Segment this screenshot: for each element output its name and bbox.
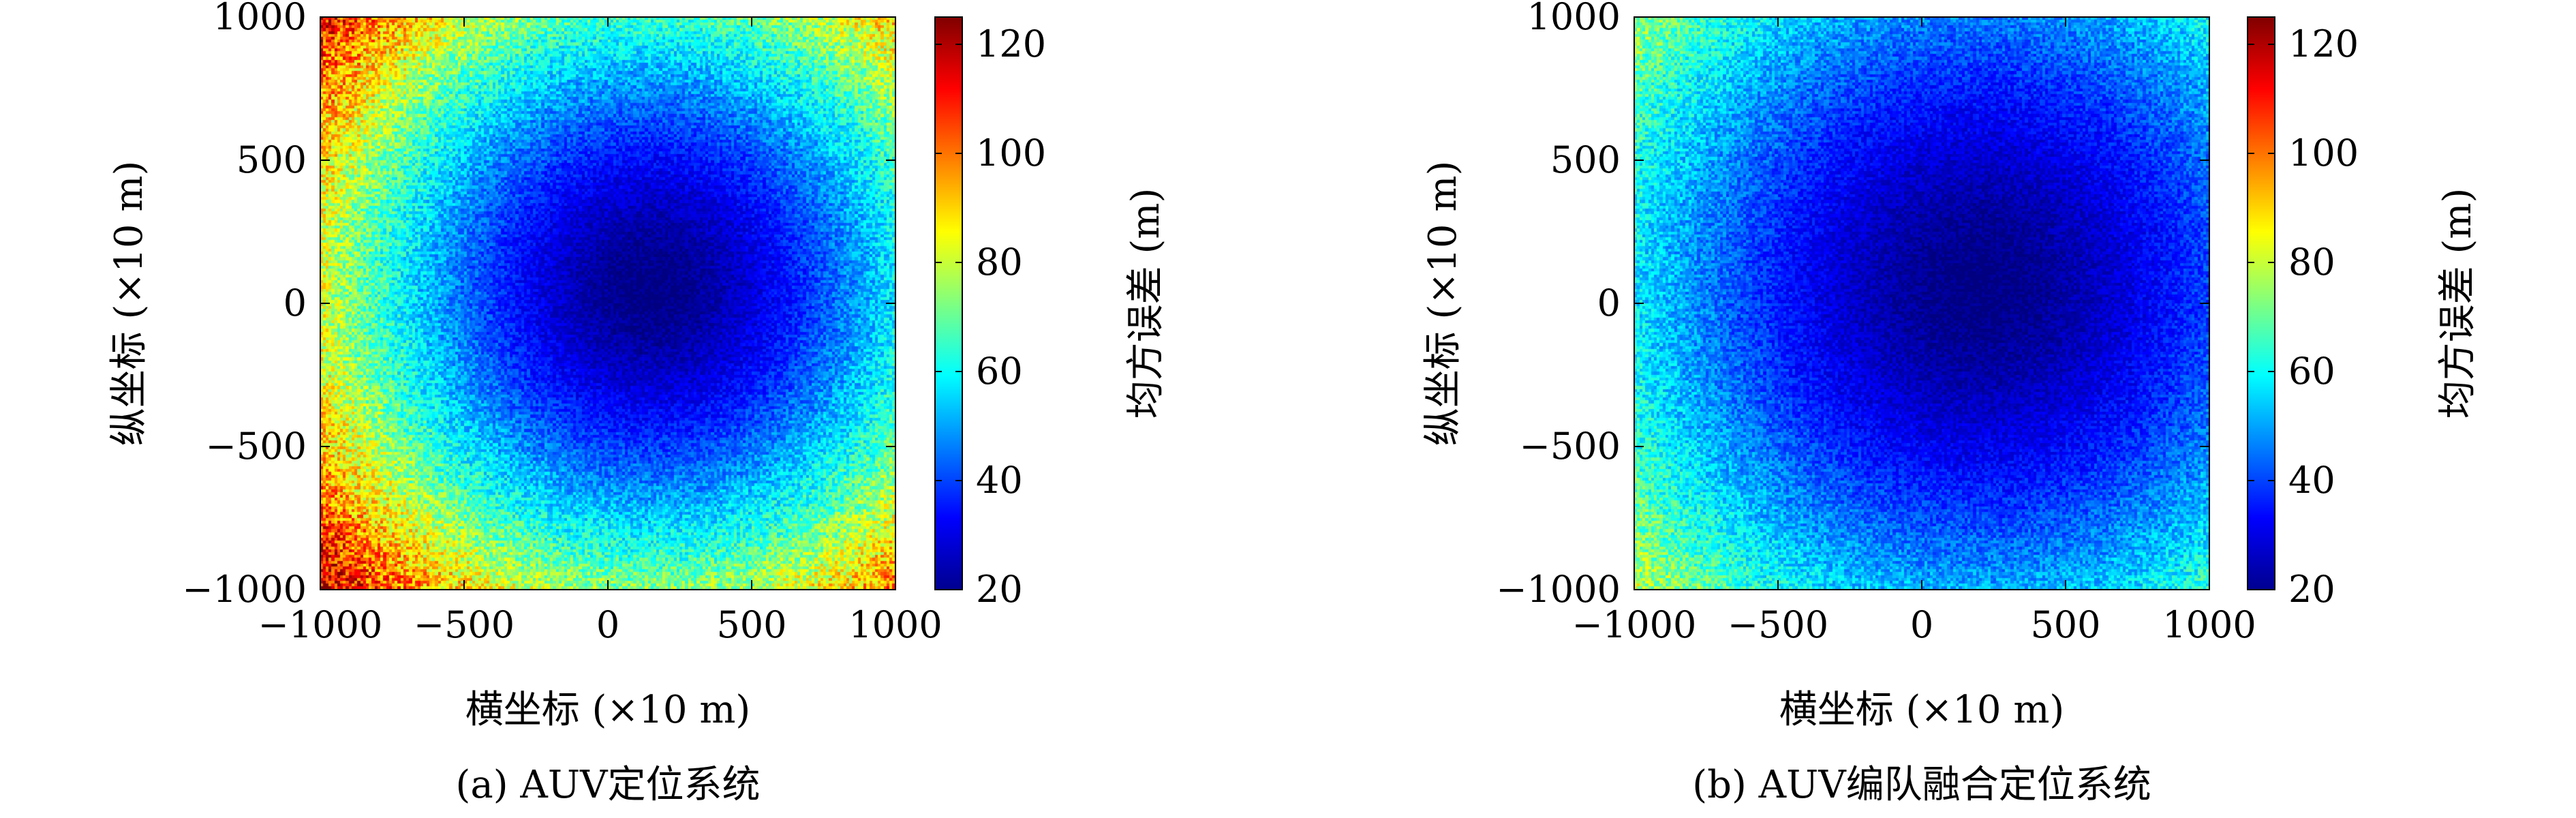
colorbar-ticks-b: 20 40 60 80 100 120: [2248, 22, 2359, 611]
colorbar-tick-label-b-0: 20: [2288, 568, 2335, 611]
x-tick-label-b-2: 0: [1910, 603, 1933, 646]
colorbar-tick-label-b-3: 80: [2288, 241, 2335, 284]
x-tick-label-a-0: −1000: [258, 603, 383, 646]
x-tick-label-a-2: 0: [596, 603, 619, 646]
colorbar-a: [935, 17, 962, 590]
colorbar-b: [2248, 17, 2275, 590]
colorbar-label-b: 均方误差 (m): [2436, 188, 2480, 419]
x-tick-label-b-0: −1000: [1572, 603, 1697, 646]
colorbar-tick-label-a-2: 60: [976, 350, 1023, 393]
x-tick-label-a-3: 500: [716, 603, 786, 646]
y-axis-label-a: 纵坐标 (×10 m): [107, 161, 151, 446]
caption-b: (b) AUV编队融合定位系统: [1692, 763, 2151, 807]
y-tick-label-b-0: −1000: [1496, 568, 1621, 611]
caption-a: (a) AUV定位系统: [456, 763, 761, 807]
colorbar-ticks-a: 20 40 60 80 100 120: [935, 22, 1046, 611]
y-tick-label-a-2: 0: [283, 282, 307, 324]
x-tick-label-a-4: 1000: [848, 603, 942, 646]
colorbar-tick-label-b-2: 60: [2288, 350, 2335, 393]
x-tick-label-b-3: 500: [2030, 603, 2100, 646]
colorbar-tick-label-a-4: 100: [976, 132, 1046, 175]
colorbar-tick-label-b-1: 40: [2288, 459, 2335, 502]
axes-a: −1000 −500 0 500 1000 −1000 −500 0 500 1000: [182, 0, 942, 646]
heatmap-a-container: [320, 17, 895, 590]
y-tick-label-a-1: −500: [206, 425, 307, 468]
heatmap-a: [320, 17, 895, 590]
x-tick-label-a-1: −500: [414, 603, 515, 646]
colorbar-label-a: 均方误差 (m): [1124, 188, 1168, 419]
panel-b: −1000 −500 0 500 1000 −1000 −500 0 500 1000 横坐标 (…: [1421, 0, 2480, 807]
x-axis-label-b: 横坐标 (×10 m): [1779, 688, 2065, 732]
colorbar-frame-a: [934, 16, 963, 590]
y-tick-label-a-0: −1000: [182, 568, 307, 611]
y-tick-label-a-3: 500: [236, 138, 307, 181]
heatmap-b-container: [1634, 17, 2209, 590]
x-tick-label-b-4: 1000: [2162, 603, 2256, 646]
colorbar-tick-label-a-0: 20: [976, 568, 1023, 611]
axes-b: −1000 −500 0 500 1000 −1000 −500 0 500 1000: [1496, 0, 2256, 646]
colorbar-tick-label-b-4: 100: [2288, 132, 2359, 175]
y-tick-label-b-4: 1000: [1527, 0, 1621, 38]
colorbar-tick-label-a-5: 120: [976, 22, 1046, 65]
y-tick-label-b-3: 500: [1550, 138, 1621, 181]
x-axis-label-a: 横坐标 (×10 m): [465, 688, 751, 732]
y-axis-label-b: 纵坐标 (×10 m): [1421, 161, 1465, 446]
colorbar-tick-label-a-1: 40: [976, 459, 1023, 502]
heatmap-b: [1634, 17, 2209, 590]
panel-a: −1000 −500 0 500 1000 −1000 −500 0 500 1000 横坐标 (…: [107, 0, 1168, 807]
colorbar-tick-label-b-5: 120: [2288, 22, 2359, 65]
y-tick-label-a-4: 1000: [213, 0, 307, 38]
colorbar-tick-label-a-3: 80: [976, 241, 1023, 284]
y-tick-label-b-1: −500: [1520, 425, 1621, 468]
y-tick-label-b-2: 0: [1597, 282, 1621, 324]
colorbar-frame-b: [2247, 16, 2275, 590]
x-tick-label-b-1: −500: [1728, 603, 1828, 646]
